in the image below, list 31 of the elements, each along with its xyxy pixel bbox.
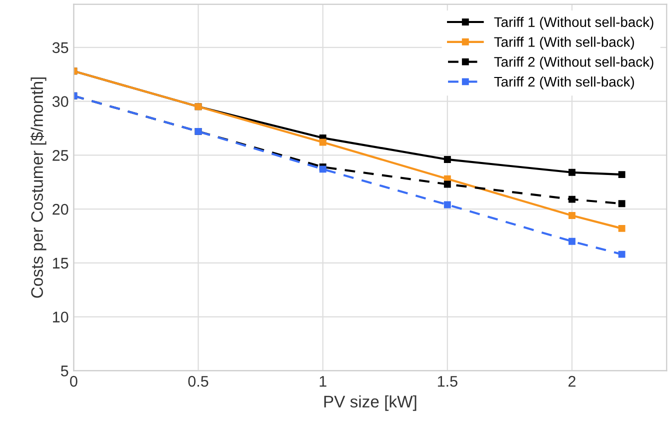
point [319,166,326,173]
point [618,250,626,258]
point [568,168,576,176]
legend-label: Tariff 2 (Without sell-back) [494,56,654,70]
legend-label: Tariff 2 (With sell-back) [494,76,634,90]
y-tick-label: 25 [52,150,68,161]
point [568,238,576,245]
legend-label: Tariff 1 (Without sell-back) [494,16,654,30]
x-tick-label: 1 [320,376,326,387]
y-tick-label: 10 [53,312,68,322]
y-tick-label: 5 [60,366,68,376]
y-tick-label: 15 [53,258,68,269]
point [319,138,326,146]
y-tick-label: 30 [52,96,68,107]
y-tick-label: 20 [52,204,68,215]
y-tick-label: 35 [52,42,68,54]
point [444,156,451,163]
point [568,212,576,219]
legend-label: Tariff 1 (With sell-back) [494,36,634,50]
x-tick-label: 1.5 [438,376,458,387]
y-axis-title: Costs per Costumer [$/month] [30,78,46,298]
x-tick-label: 0.5 [188,376,208,387]
point [618,224,626,232]
x-axis-title: PV size [kW] [324,395,416,411]
point [618,200,626,208]
point [568,196,576,203]
point [618,171,626,178]
x-tick-label: 2 [568,376,576,387]
point [444,180,451,188]
point [444,201,451,208]
x-tick-label: 0 [70,376,78,387]
